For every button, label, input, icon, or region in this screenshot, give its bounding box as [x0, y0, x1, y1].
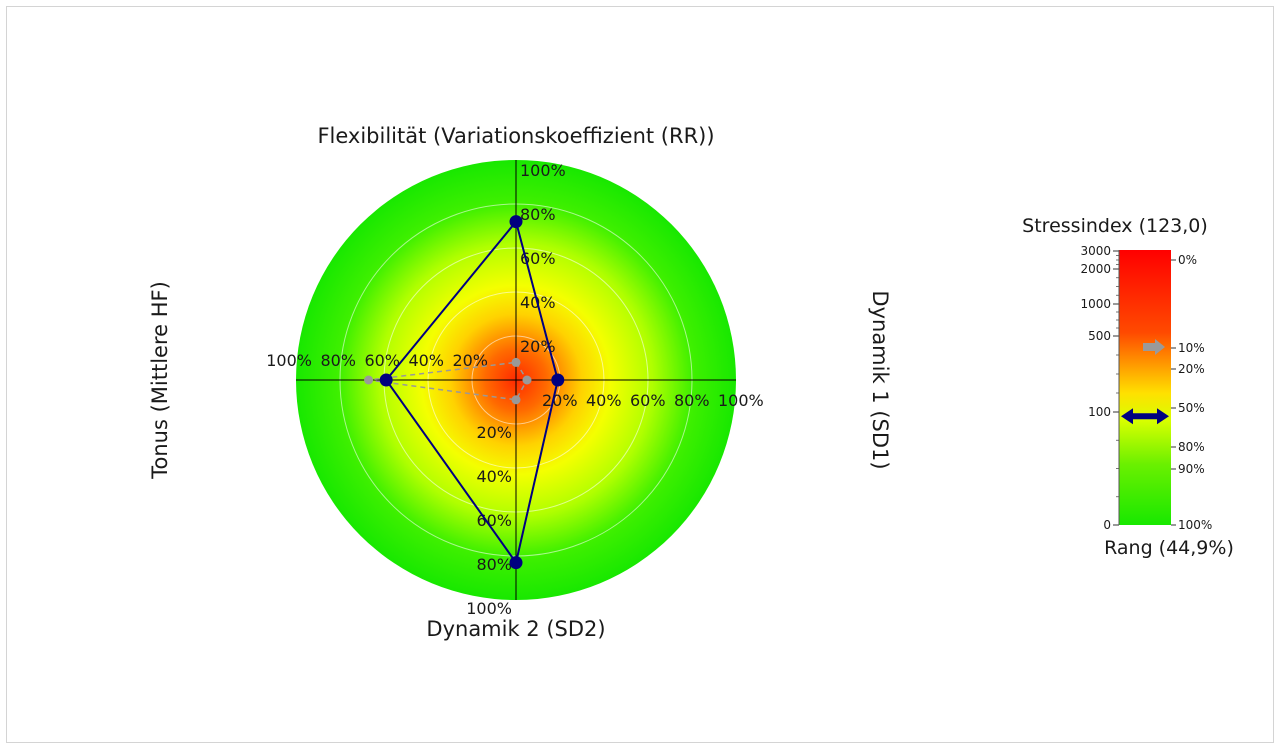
gauge-bar	[1119, 250, 1171, 525]
radar-tick-down-20pct: 20%	[476, 423, 512, 442]
radar-point-dashed-3	[364, 375, 374, 385]
gauge-value-marker-arrow	[1121, 408, 1169, 425]
radar-tick-down-80pct: 80%	[476, 555, 512, 574]
gauge-right-tick-0pct: 0%	[1178, 253, 1197, 267]
gauge-left-tick-0: 0	[1103, 518, 1111, 532]
radar-tick-up-80pct: 80%	[520, 205, 556, 224]
gauge-left-tick-2000: 2000	[1080, 262, 1111, 276]
radar-point-dashed-0	[511, 357, 521, 367]
radar-point-solid-3	[379, 373, 393, 387]
radar-tick-down-60pct: 60%	[476, 511, 512, 530]
axis-label-bottom: Dynamik 2 (SD2)	[426, 617, 605, 641]
radar-tick-up-100pct: 100%	[520, 161, 566, 180]
radar-tick-right-40pct: 40%	[586, 391, 622, 410]
radar-point-dashed-2	[511, 395, 521, 405]
radar-tick-left-60pct: 60%	[364, 351, 400, 370]
radar-point-solid-0	[509, 215, 523, 229]
gauge-right-tick-20pct: 20%	[1178, 362, 1205, 376]
radar-tick-up-60pct: 60%	[520, 249, 556, 268]
axis-label-left: Tonus (Mittlere HF)	[148, 281, 172, 480]
gauge-subtitle: Rang (44,9%)	[1104, 537, 1234, 559]
gauge-left-tick-500: 500	[1088, 329, 1111, 343]
radar-tick-right-20pct: 20%	[542, 391, 578, 410]
chart-frame	[6, 6, 1274, 743]
axis-label-right: Dynamik 1 (SD1)	[868, 290, 892, 469]
radar-tick-right-100pct: 100%	[718, 391, 764, 410]
radar-tick-left-20pct: 20%	[452, 351, 488, 370]
gauge-right-tick-80pct: 80%	[1178, 440, 1205, 454]
gauge-left-tick-3000: 3000	[1080, 244, 1111, 258]
gauge-right-tick-10pct: 10%	[1178, 341, 1205, 355]
radar-tick-down-40pct: 40%	[476, 467, 512, 486]
gauge-right-tick-100pct: 100%	[1178, 518, 1212, 532]
gauge-right-tick-50pct: 50%	[1178, 401, 1205, 415]
radar-series	[364, 215, 565, 570]
gauge-left-tick-100: 100	[1088, 405, 1111, 419]
gauge-right-tick-90pct: 90%	[1178, 462, 1205, 476]
gauge-markers	[1121, 339, 1169, 425]
radar-point-solid-1	[551, 373, 565, 387]
gauge-title: Stressindex (123,0)	[1022, 215, 1208, 237]
radar-point-dashed-1	[522, 375, 532, 385]
radar-point-solid-2	[509, 556, 523, 570]
radar-tick-left-40pct: 40%	[408, 351, 444, 370]
radar-tick-up-20pct: 20%	[520, 337, 556, 356]
radar-tick-down-100pct: 100%	[466, 599, 512, 618]
radar-tick-right-80pct: 80%	[674, 391, 710, 410]
axis-label-top: Flexibilität (Variationskoeffizient (RR)…	[317, 124, 714, 148]
radar-tick-right-60pct: 60%	[630, 391, 666, 410]
gauge-reference-marker-arrow	[1143, 339, 1165, 355]
radar-ticks: 20%20%20%20%40%40%40%40%60%60%60%60%80%8…	[266, 161, 764, 618]
radar-tick-left-80pct: 80%	[320, 351, 356, 370]
radar-tick-left-100pct: 100%	[266, 351, 312, 370]
radar-series-dashed-line	[368, 361, 528, 401]
gauge-left-tick-1000: 1000	[1080, 297, 1111, 311]
